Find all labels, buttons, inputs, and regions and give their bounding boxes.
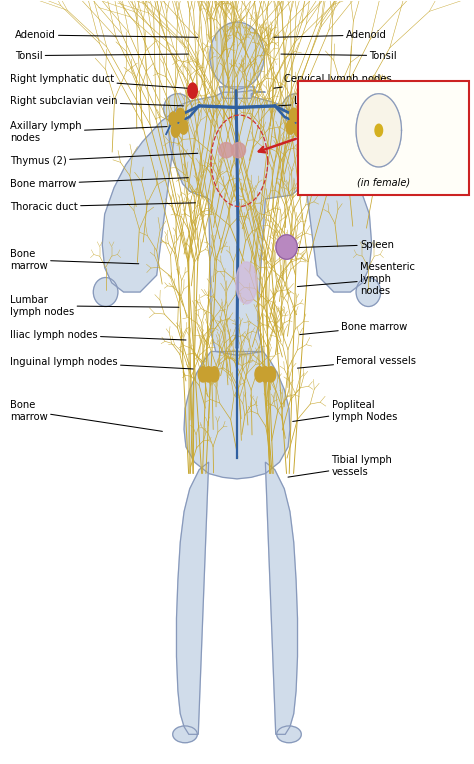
Text: Right subclavian vein: Right subclavian vein xyxy=(10,96,183,106)
Text: Bone
marrow: Bone marrow xyxy=(10,400,163,432)
Text: Adenoid: Adenoid xyxy=(274,30,387,40)
Ellipse shape xyxy=(277,726,301,743)
Ellipse shape xyxy=(164,94,192,125)
Text: Right lymphatic duct: Right lymphatic duct xyxy=(10,74,188,89)
Text: Tonsil: Tonsil xyxy=(281,50,397,60)
Ellipse shape xyxy=(173,726,197,743)
Bar xyxy=(299,81,469,195)
Text: Popliteal
lymph Nodes: Popliteal lymph Nodes xyxy=(293,400,397,422)
Circle shape xyxy=(171,124,180,138)
Ellipse shape xyxy=(219,143,234,158)
Circle shape xyxy=(266,367,276,382)
Circle shape xyxy=(297,112,305,126)
Polygon shape xyxy=(265,462,298,734)
Text: Adenoid: Adenoid xyxy=(15,30,198,40)
Text: Left subclavian vein: Left subclavian vein xyxy=(279,96,394,106)
Text: Inguinal lymph nodes: Inguinal lymph nodes xyxy=(10,358,193,369)
Circle shape xyxy=(169,112,177,126)
Text: Lumbar
lymph nodes: Lumbar lymph nodes xyxy=(10,295,179,316)
Circle shape xyxy=(356,94,401,167)
Circle shape xyxy=(198,367,208,382)
Ellipse shape xyxy=(282,94,310,125)
Text: Axillary lymph
nodes: Axillary lymph nodes xyxy=(10,121,167,143)
Ellipse shape xyxy=(210,22,264,89)
Circle shape xyxy=(375,125,383,137)
Polygon shape xyxy=(219,87,255,99)
Circle shape xyxy=(179,121,188,134)
Polygon shape xyxy=(168,91,304,355)
Text: Spleen: Spleen xyxy=(293,240,394,250)
Polygon shape xyxy=(102,109,178,292)
Ellipse shape xyxy=(231,143,246,158)
Circle shape xyxy=(294,124,303,138)
Text: Mammary
lymph vessels: Mammary lymph vessels xyxy=(302,123,401,145)
Polygon shape xyxy=(176,462,209,734)
Text: (in female): (in female) xyxy=(357,177,410,187)
Polygon shape xyxy=(296,109,372,292)
Ellipse shape xyxy=(93,277,118,306)
Text: Thoracic duct: Thoracic duct xyxy=(10,202,195,212)
Ellipse shape xyxy=(356,277,381,306)
Text: Bone marrow: Bone marrow xyxy=(10,178,188,189)
Circle shape xyxy=(176,108,184,122)
Text: Tibial lymph
vessels: Tibial lymph vessels xyxy=(288,455,392,477)
Ellipse shape xyxy=(276,235,297,259)
Text: Femoral vessels: Femoral vessels xyxy=(298,356,416,368)
Circle shape xyxy=(261,367,270,382)
Text: Tonsil: Tonsil xyxy=(15,50,188,60)
Text: Iliac lymph nodes: Iliac lymph nodes xyxy=(10,330,186,340)
Polygon shape xyxy=(184,351,290,479)
Text: Cervical lymph nodes: Cervical lymph nodes xyxy=(274,74,392,88)
Text: Thymus (2): Thymus (2) xyxy=(10,154,198,166)
Text: Bone
marrow: Bone marrow xyxy=(10,249,139,270)
Circle shape xyxy=(188,83,197,99)
Text: Bone marrow: Bone marrow xyxy=(300,322,407,335)
Circle shape xyxy=(255,367,264,382)
Circle shape xyxy=(210,367,219,382)
Circle shape xyxy=(204,367,213,382)
Text: Mesenteric
lymph
nodes: Mesenteric lymph nodes xyxy=(298,263,415,296)
Circle shape xyxy=(286,121,295,134)
Circle shape xyxy=(290,108,298,122)
Ellipse shape xyxy=(236,262,257,304)
